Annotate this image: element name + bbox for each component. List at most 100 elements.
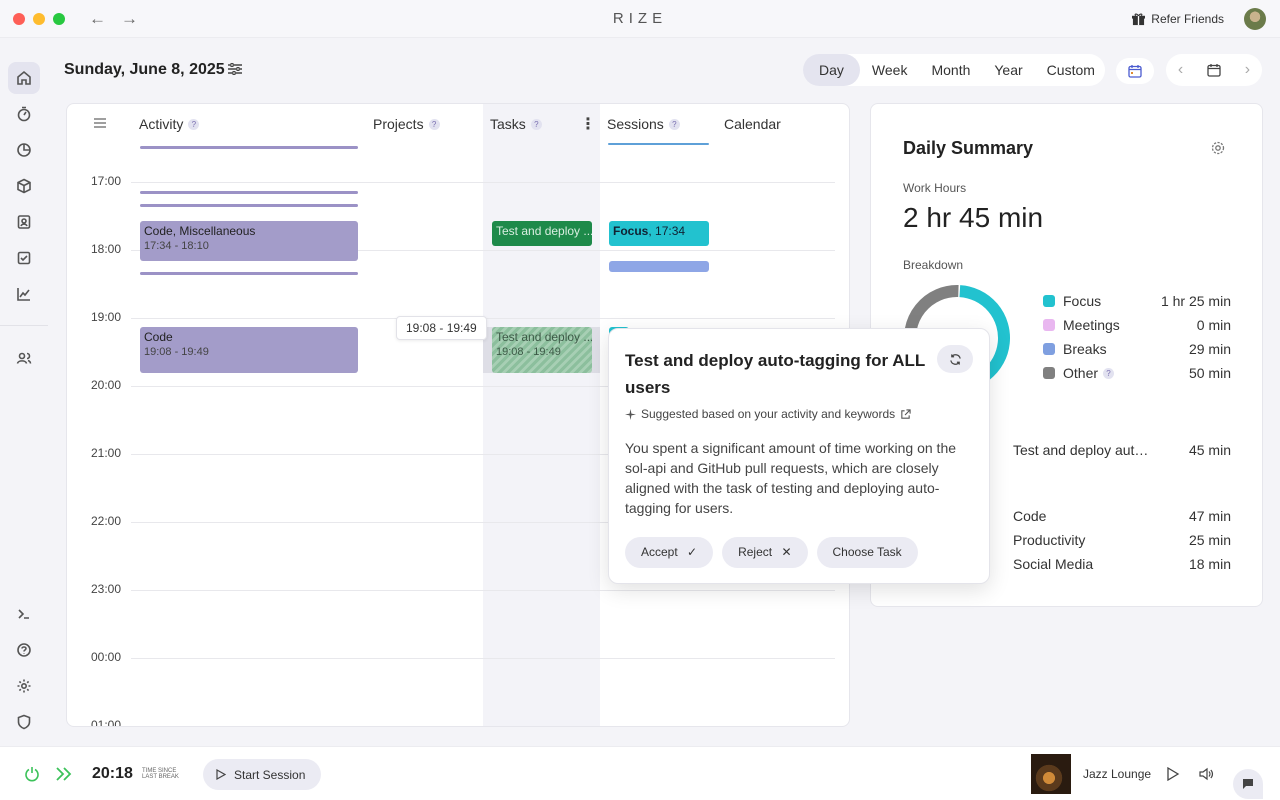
task-block[interactable]: Test and deploy ... [492,221,592,246]
category-duration: 25 min [1188,532,1231,548]
chat-support-button[interactable] [1233,769,1263,799]
back-arrow-icon[interactable]: ← [89,9,106,28]
session-focus-block[interactable]: Focus, 17:34 [609,221,709,246]
tab-month[interactable]: Month [931,62,971,78]
help-badge-icon[interactable]: ? [668,118,680,130]
task-block-suggested[interactable]: Test and deploy ... 19:08 - 19:49 [492,327,592,373]
help-badge-icon[interactable]: ? [1103,367,1115,379]
date-navigation: ‹ › [1166,54,1262,86]
legend-name: Focus [1063,293,1102,309]
sparkle-icon [625,408,636,420]
calendar-icon [1128,65,1142,78]
terminal-icon[interactable] [8,598,40,630]
chevron-right-icon[interactable]: › [1244,61,1251,78]
checkbox-icon[interactable] [8,242,40,274]
task-summary-row[interactable]: Test and deploy aut… 45 min [1013,442,1231,458]
start-session-button[interactable]: Start Session [203,759,322,790]
sidebar-divider [0,325,48,326]
contact-card-icon[interactable] [8,206,40,238]
chevron-left-icon[interactable]: ‹ [1177,61,1184,78]
close-window-button[interactable] [13,13,25,25]
summary-settings-icon[interactable] [1210,140,1226,156]
hour-gridline [131,182,835,183]
session-break-block[interactable] [609,261,709,272]
help-badge-icon[interactable]: ? [188,118,200,130]
legend-value: 50 min [1188,365,1231,381]
hour-gridline [131,658,835,659]
legend-name: Breaks [1063,341,1107,357]
activity-block[interactable]: Code, Miscellaneous 17:34 - 18:10 [140,221,358,261]
hour-label: 23:00 [91,582,122,596]
line-chart-icon[interactable] [8,278,40,310]
category-row[interactable]: Code 47 min [1013,508,1231,524]
suggested-text: Suggested based on your activity and key… [641,407,896,421]
shield-icon[interactable] [8,706,40,738]
category-row[interactable]: Social Media 18 min [1013,556,1231,572]
more-options-icon[interactable]: ⋮ [580,116,596,133]
bottom-bar: 20:18 TIME SINCE LAST BREAK Start Session… [0,746,1280,800]
popup-description: You spent a significant amount of time w… [625,440,957,516]
volume-icon[interactable] [1198,766,1214,782]
fast-forward-icon[interactable] [55,766,73,782]
zoom-window-button[interactable] [53,13,65,25]
work-hours-label: Work Hours [903,181,967,195]
activity-bar[interactable] [140,146,358,149]
session-bar[interactable] [608,143,709,145]
timer-icon[interactable] [8,98,40,130]
external-link-icon[interactable] [900,408,911,420]
tab-week[interactable]: Week [871,62,908,78]
legend-swatch [1043,295,1055,307]
tab-custom[interactable]: Custom [1046,62,1095,78]
home-icon[interactable] [8,62,40,94]
cube-icon[interactable] [8,170,40,202]
category-name: Social Media [1013,556,1094,572]
team-icon[interactable] [8,342,40,374]
accept-button[interactable]: Accept ✓ [625,537,714,568]
column-sessions-label: Sessions [607,116,664,132]
filter-sliders-icon[interactable] [227,61,243,77]
hour-gridline [131,250,835,251]
column-sessions: Sessions? [607,116,680,132]
date-picker-icon[interactable] [1207,63,1221,77]
help-badge-icon[interactable]: ? [530,118,542,130]
settings-icon[interactable] [8,670,40,702]
category-row[interactable]: Productivity 25 min [1013,532,1231,548]
minimize-window-button[interactable] [33,13,45,25]
help-badge-icon[interactable]: ? [428,118,440,130]
menu-icon[interactable] [93,116,107,130]
category-duration: 47 min [1188,508,1231,524]
session-block-time: 17:34 [655,224,686,238]
legend-name: Meetings [1063,317,1120,333]
user-avatar[interactable] [1244,8,1266,30]
column-calendar-label: Calendar [724,116,781,132]
activity-bar[interactable] [140,204,358,207]
timer-caption-line: TIME SINCE [142,768,177,774]
category-name: Code [1013,508,1047,524]
activity-block[interactable]: Code 19:08 - 19:49 [140,327,358,373]
refer-friends-button[interactable]: Refer Friends [1132,12,1224,26]
calendar-view-button[interactable] [1116,58,1154,84]
legend-swatch [1043,319,1055,331]
legend-focus: Focus 1 hr 25 min [1043,293,1231,309]
activity-bar[interactable] [140,272,358,275]
power-icon[interactable] [24,766,40,782]
category-duration: 18 min [1188,556,1231,572]
reject-button[interactable]: Reject ✕ [722,537,808,568]
session-block-title: Focus [613,224,649,238]
title-bar: ← → RIZE Refer Friends [0,0,1280,38]
tab-year[interactable]: Year [994,62,1023,78]
forward-arrow-icon[interactable]: → [121,9,138,28]
refresh-suggestion-button[interactable] [937,345,973,373]
pie-chart-icon[interactable] [8,134,40,166]
legend-meetings: Meetings 0 min [1043,317,1231,333]
tab-day[interactable]: Day [803,54,860,86]
hour-gridline [131,522,835,523]
activity-bar[interactable] [140,191,358,194]
break-timer: 20:18 [92,765,133,782]
music-title: Jazz Lounge [1083,767,1152,781]
choose-task-button[interactable]: Choose Task [816,537,918,568]
hour-gridline [131,454,835,455]
help-icon[interactable] [8,634,40,666]
play-music-icon[interactable] [1166,767,1180,781]
check-icon: ✓ [687,545,698,559]
